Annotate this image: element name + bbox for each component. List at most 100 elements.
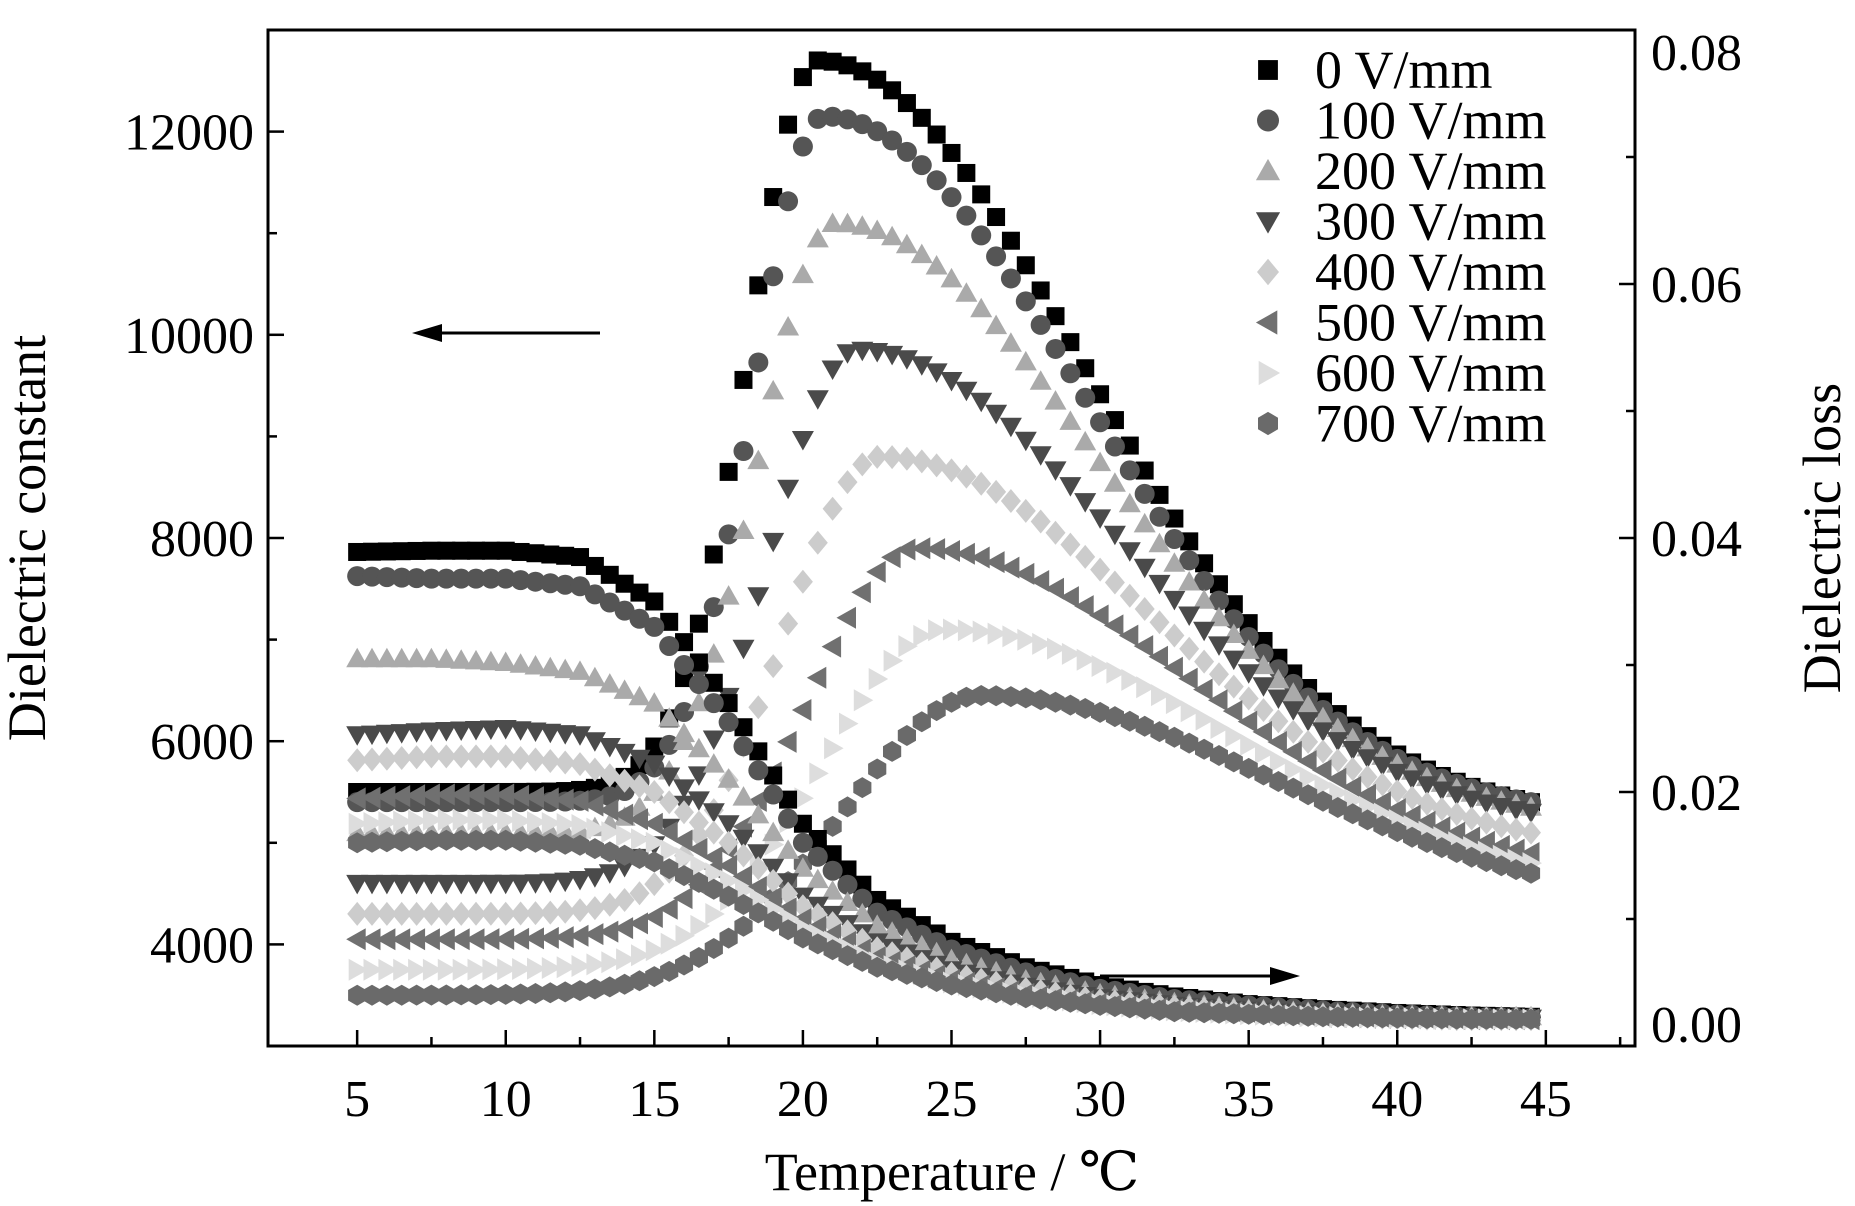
constant-point [497, 958, 517, 981]
constant-point [600, 976, 619, 998]
constant-point [868, 668, 889, 690]
loss-point [392, 542, 411, 561]
constant-point [1313, 790, 1333, 812]
loss-point [391, 567, 412, 588]
constant-point [971, 225, 992, 246]
constant-point [1298, 729, 1319, 754]
constant-point [1341, 776, 1362, 798]
loss-point [526, 831, 545, 853]
constant-point [836, 344, 859, 364]
constant-point [999, 332, 1022, 352]
loss-point [883, 960, 902, 982]
loss-point [673, 722, 695, 743]
constant-point [495, 901, 516, 926]
constant-point [972, 620, 993, 643]
constant-point [1297, 712, 1320, 732]
constant-point [955, 542, 975, 565]
constant-point [1252, 654, 1275, 675]
constant-point [1091, 385, 1110, 404]
loss-point [482, 808, 502, 831]
loss-point [437, 829, 456, 851]
loss-point [616, 824, 636, 847]
constant-point [1209, 745, 1228, 766]
constant-point [1014, 350, 1037, 371]
constant-point [1119, 583, 1140, 608]
constant-point [985, 551, 1005, 574]
loss-point [569, 789, 589, 812]
constant-point [392, 984, 411, 1006]
loss-point [1091, 994, 1110, 1016]
constant-point [734, 915, 753, 937]
constant-point [1163, 590, 1186, 611]
constant-point [422, 958, 443, 981]
constant-point [999, 417, 1022, 438]
constant-point [1148, 645, 1168, 668]
constant-point [957, 686, 976, 708]
loss-point [659, 790, 680, 815]
loss-point [524, 722, 547, 742]
constant-point [867, 444, 888, 469]
loss-point [569, 660, 591, 680]
loss-point [496, 829, 515, 851]
loss-point [375, 785, 396, 808]
loss-point [613, 679, 636, 699]
loss-point [569, 726, 591, 746]
loss-point [583, 794, 604, 817]
constant-point [747, 587, 770, 607]
constant-point [791, 263, 814, 284]
constant-point [734, 370, 753, 389]
constant-point [824, 737, 844, 760]
loss-point [583, 732, 606, 752]
constant-point [1150, 721, 1169, 743]
constant-point [1195, 708, 1216, 731]
constant-point [1282, 701, 1305, 721]
loss-point [630, 583, 649, 602]
constant-point [674, 701, 695, 722]
constant-point [599, 892, 620, 917]
constant-point [1163, 552, 1186, 572]
constant-point [970, 392, 993, 413]
loss-point [480, 744, 501, 769]
loss-point [466, 829, 486, 851]
loss-point [346, 726, 369, 746]
legend-label: 700 V/mm [1315, 394, 1547, 454]
loss-point [807, 846, 828, 867]
constant-point [987, 685, 1006, 707]
constant-point [466, 984, 486, 1006]
constant-point [584, 896, 605, 921]
loss-point [436, 568, 457, 589]
left-y-tick-label: 10000 [124, 308, 254, 365]
legend-label: 400 V/mm [1315, 242, 1547, 302]
loss-point [690, 854, 710, 877]
constant-point [704, 938, 723, 959]
constant-point [925, 363, 948, 383]
constant-point [1133, 558, 1156, 579]
constant-point [375, 928, 396, 951]
constant-point [940, 372, 963, 392]
constant-point [1297, 750, 1317, 773]
constant-point [1372, 772, 1393, 797]
constant-point [1238, 686, 1259, 711]
constant-point [1119, 460, 1140, 481]
constant-point [1326, 732, 1349, 752]
constant-point [821, 360, 844, 380]
constant-point [883, 740, 902, 762]
loss-point [777, 897, 797, 920]
series-constant-3 [346, 341, 1542, 895]
loss-point [1061, 991, 1080, 1013]
loss-point [406, 568, 427, 589]
constant-point [943, 618, 963, 641]
constant-point [1430, 816, 1451, 839]
loss-point [391, 746, 412, 770]
loss-point [628, 685, 651, 706]
loss-point [853, 950, 872, 972]
constant-point [1076, 698, 1095, 719]
constant-point [1417, 832, 1437, 853]
loss-point [465, 783, 485, 806]
loss-point [479, 650, 502, 671]
x-tick-label: 15 [628, 1071, 680, 1128]
constant-point [689, 947, 708, 968]
constant-point [853, 777, 872, 799]
loss-point [764, 766, 783, 785]
constant-point [554, 872, 577, 893]
